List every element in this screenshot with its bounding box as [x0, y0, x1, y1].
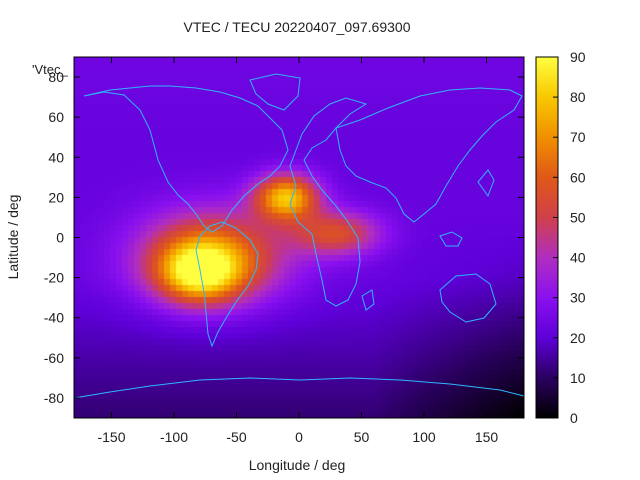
y-axis-label: Latitude / deg: [5, 195, 21, 280]
x-tick-label: -50: [226, 429, 246, 445]
x-tick-label: 50: [354, 429, 370, 445]
plot-frame: [73, 56, 525, 419]
y-tick-label: -20: [44, 270, 64, 286]
y-tick-label: -40: [44, 310, 64, 326]
colorbar-tick-label: 60: [570, 169, 586, 185]
y-tick-label: 0: [56, 230, 64, 246]
y-tick-label: -80: [44, 390, 64, 406]
x-tick-label: 0: [295, 429, 303, 445]
colorbar-tick-label: 20: [570, 330, 586, 346]
x-axis-ticks: -150 -100 -50 0 50 100 150: [97, 57, 498, 445]
legend-label: 'Vtec_: [32, 62, 68, 77]
x-axis-label: Longitude / deg: [249, 457, 346, 473]
y-tick-label: -60: [44, 350, 64, 366]
colorbar-tick-label: 80: [570, 89, 586, 105]
y-tick-label: 40: [48, 149, 64, 165]
y-tick-label: 60: [48, 109, 64, 125]
x-tick-label: 150: [475, 429, 499, 445]
colorbar: [535, 56, 559, 419]
colorbar-tick-label: 0: [570, 410, 578, 426]
colorbar-tick-label: 50: [570, 209, 586, 225]
colorbar-tick-label: 70: [570, 129, 586, 145]
colorbar-tick-label: 90: [570, 49, 586, 65]
chart-title: VTEC / TECU 20220407_097.69300: [183, 19, 410, 35]
colorbar-ticks: 0 10 20 30 40 50 60 70 80 90: [553, 49, 586, 426]
y-axis-ticks: -80 -60 -40 -20 0 20 40 60 80: [44, 69, 524, 406]
y-tick-label: 80: [48, 69, 64, 85]
colorbar-tick-label: 10: [570, 370, 586, 386]
colorbar-tick-label: 30: [570, 290, 586, 306]
vtec-heatmap: [74, 57, 524, 418]
x-tick-label: -150: [97, 429, 125, 445]
y-tick-label: 20: [48, 189, 64, 205]
coastlines: [73, 73, 525, 399]
colorbar-tick-label: 40: [570, 250, 586, 266]
x-tick-label: 100: [412, 429, 436, 445]
x-tick-label: -100: [160, 429, 188, 445]
